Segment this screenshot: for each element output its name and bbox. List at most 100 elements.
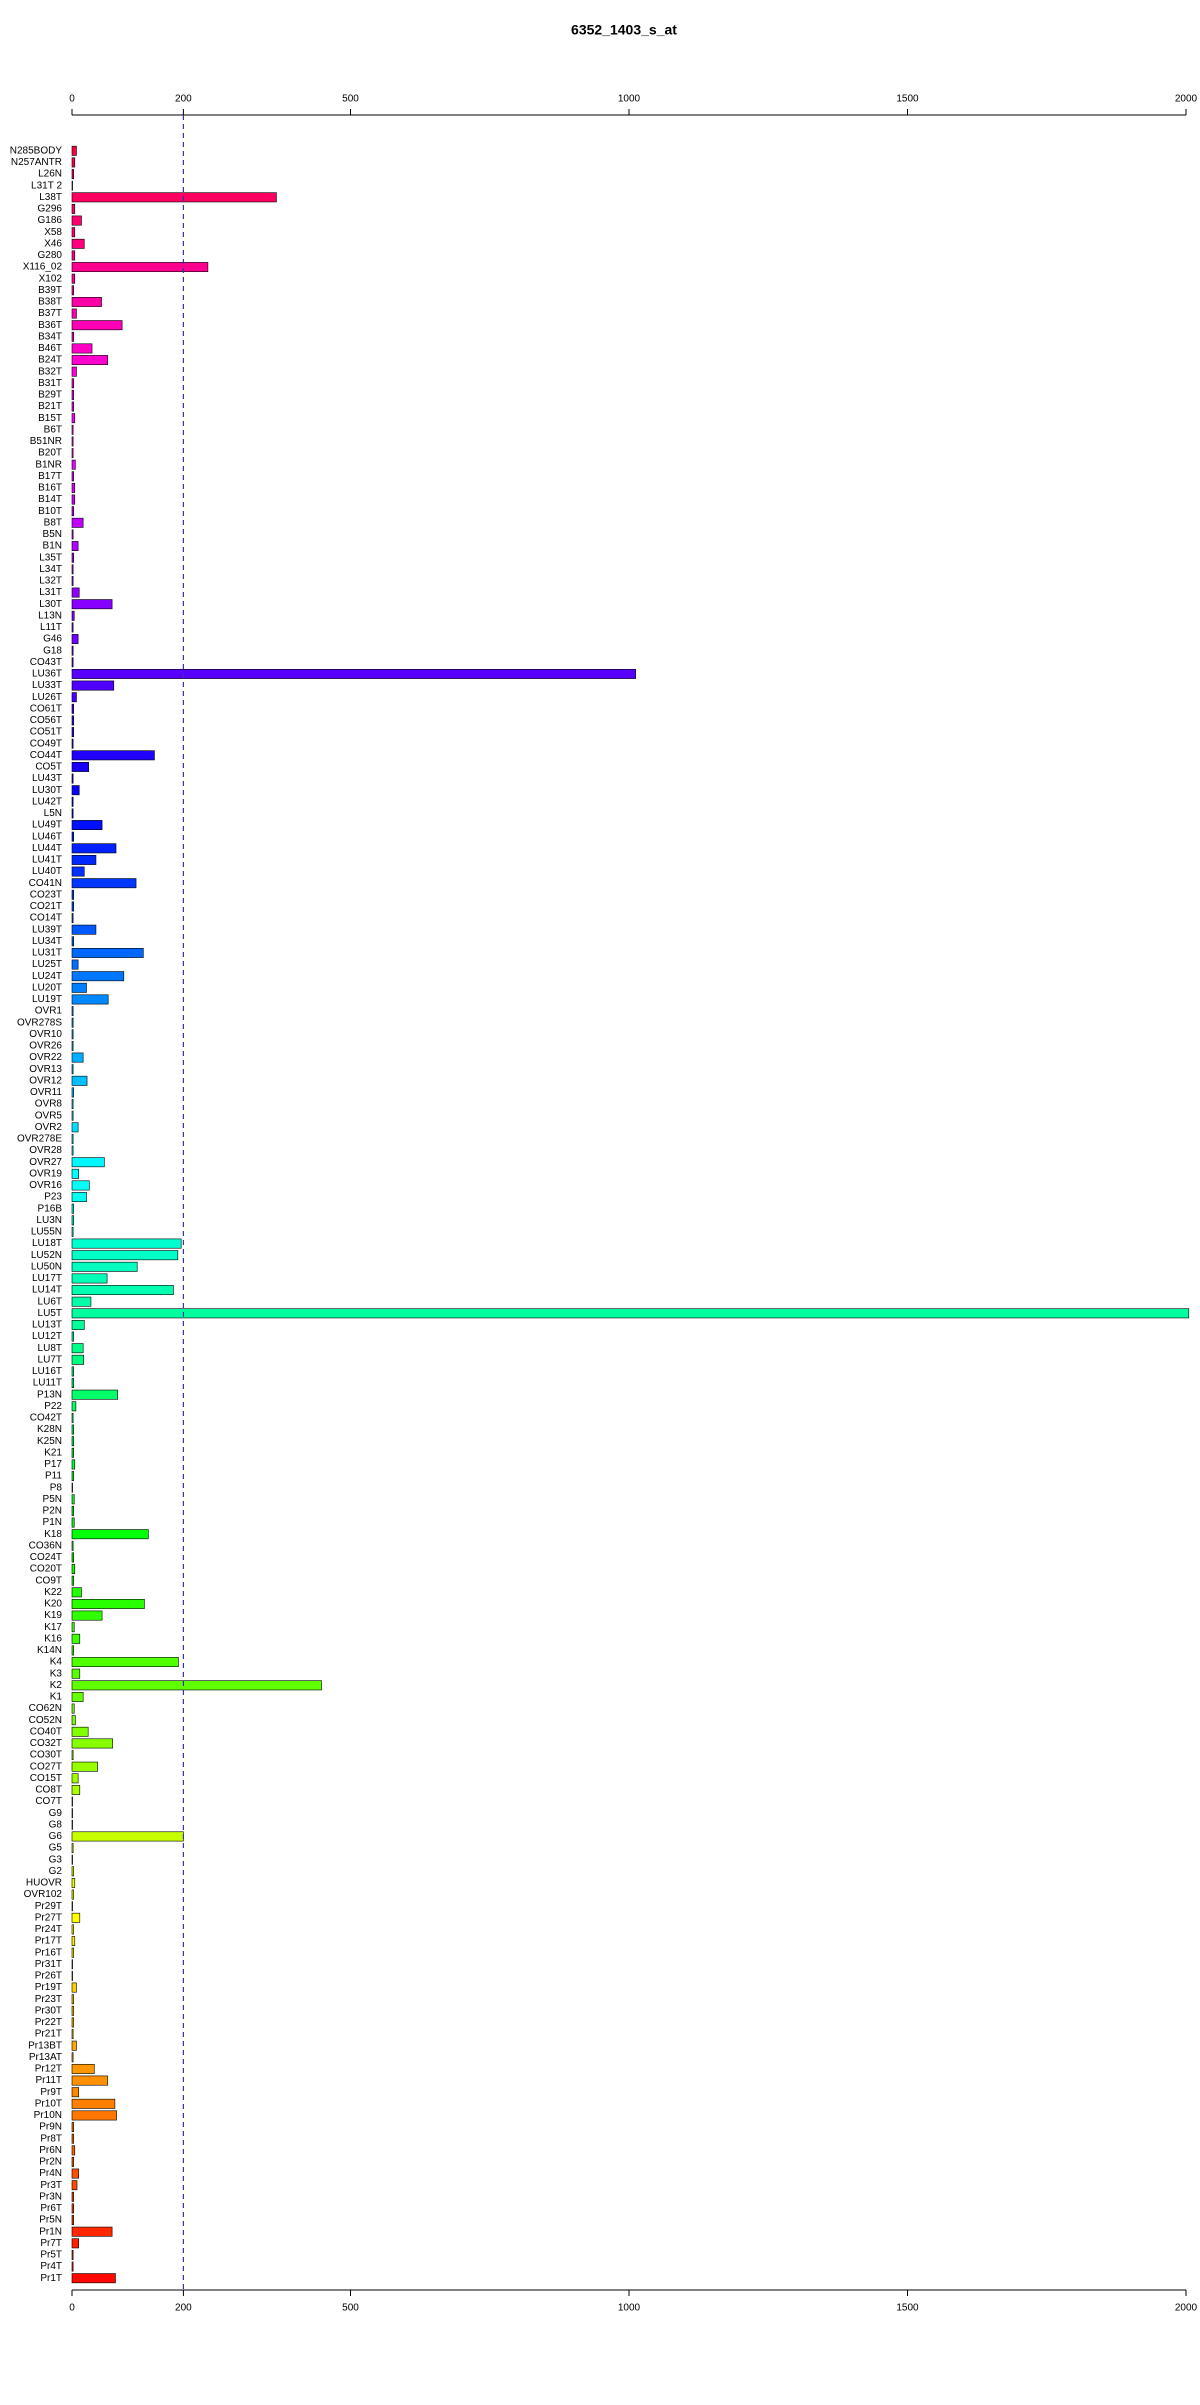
bar: [71, 1657, 179, 1668]
y-tick-label: OVR5: [35, 1110, 63, 1121]
y-tick-label: G2: [49, 1866, 63, 1877]
bar: [71, 1947, 74, 1958]
y-tick-label: LU52N: [31, 1250, 62, 1261]
y-tick-label: LU20T: [32, 982, 62, 993]
bar: [71, 2249, 74, 2260]
bar: [71, 703, 74, 714]
y-tick-label: B21T: [38, 401, 62, 412]
bar: [71, 2063, 95, 2074]
bar: [71, 1668, 81, 1679]
bar: [71, 1796, 73, 1807]
y-tick-label: B32T: [38, 366, 62, 377]
bar: [71, 1040, 74, 1051]
bar: [71, 1157, 105, 1168]
bar: [71, 1052, 84, 1063]
y-tick-label: B24T: [38, 355, 62, 366]
y-tick-label: LU14T: [32, 1285, 62, 1296]
x-tick-label: 1000: [618, 94, 641, 105]
bar: [71, 529, 74, 540]
bar: [71, 1680, 322, 1691]
bar: [71, 2017, 74, 2028]
y-tick-label: LU8T: [38, 1343, 62, 1354]
y-tick-label: B36T: [38, 320, 62, 331]
y-tick-label: Pr13AT: [29, 2052, 62, 2063]
bar: [71, 796, 74, 807]
bar: [71, 1145, 74, 1156]
y-tick-label: K17: [44, 1622, 62, 1633]
y-tick-label: K4: [50, 1657, 63, 1668]
y-tick-label: OVR102: [24, 1889, 63, 1900]
bar: [71, 1715, 76, 1726]
y-tick-label: LU19T: [32, 994, 62, 1005]
y-tick-label: B20T: [38, 448, 62, 459]
bar: [71, 1343, 84, 1354]
bar: [71, 2180, 78, 2191]
bar: [71, 831, 74, 842]
bar: [71, 1866, 74, 1877]
y-tick-label: OVR19: [29, 1168, 62, 1179]
y-tick-label: Pr6N: [39, 2145, 62, 2156]
y-tick-label: Pr1T: [40, 2273, 62, 2284]
bar: [71, 1540, 74, 1551]
y-tick-label: Pr13BT: [28, 2040, 62, 2051]
y-tick-label: LU44T: [32, 843, 62, 854]
bar: [71, 1843, 74, 1854]
y-tick-label: OVR16: [29, 1180, 62, 1191]
y-tick-label: LU26T: [32, 692, 62, 703]
bar: [71, 947, 144, 958]
y-tick-label: OVR278E: [17, 1134, 62, 1145]
bar: [71, 587, 80, 598]
bar: [71, 343, 93, 354]
bar: [71, 820, 103, 831]
y-tick-label: G280: [38, 250, 63, 261]
bar: [71, 389, 74, 400]
y-tick-label: LU6T: [38, 1296, 62, 1307]
bar: [71, 761, 90, 772]
bar: [71, 1436, 74, 1447]
bar: [71, 1691, 84, 1702]
bar: [71, 2273, 116, 2284]
y-tick-label: LU18T: [32, 1238, 62, 1249]
bar: [71, 203, 76, 214]
bar: [71, 1180, 90, 1191]
x-tick-label: 2000: [1175, 94, 1198, 105]
bar: [71, 1622, 75, 1633]
bar: [71, 1389, 118, 1400]
y-tick-label: X58: [44, 227, 62, 238]
y-tick-label: Pr27T: [35, 1912, 62, 1923]
y-tick-label: LU13T: [32, 1320, 62, 1331]
bar: [71, 506, 74, 517]
y-tick-label: Pr21T: [35, 2029, 62, 2040]
y-tick-label: Pr17T: [35, 1936, 62, 1947]
bar: [71, 715, 74, 726]
x-tick-label: 200: [175, 2303, 192, 2314]
y-tick-label: B14T: [38, 494, 62, 505]
y-tick-label: LU39T: [32, 924, 62, 935]
x-tick-label: 1000: [618, 2303, 641, 2314]
x-tick-label: 500: [342, 2303, 359, 2314]
bar: [71, 1203, 74, 1214]
bar: [71, 610, 75, 621]
y-tick-label: Pr11T: [36, 2075, 63, 2086]
bar: [71, 1982, 77, 1993]
y-tick-label: CO61T: [30, 703, 62, 714]
bar: [71, 599, 113, 610]
bar: [71, 2156, 74, 2167]
bar: [71, 2215, 74, 2226]
y-tick-label: K14N: [37, 1645, 62, 1656]
y-tick-label: B5N: [43, 529, 62, 540]
y-tick-label: Pr16T: [35, 1947, 62, 1958]
bar: [71, 1761, 98, 1772]
bar: [71, 1110, 74, 1121]
y-tick-label: CO40T: [30, 1726, 62, 1737]
y-tick-label: G18: [43, 645, 62, 656]
x-tick-label: 200: [175, 94, 192, 105]
y-tick-label: LU16T: [32, 1366, 62, 1377]
y-tick-label: Pr12T: [35, 2064, 62, 2075]
y-tick-label: LU24T: [32, 971, 62, 982]
y-tick-label: CO41N: [29, 878, 62, 889]
bar: [71, 366, 77, 377]
bar: [71, 634, 79, 645]
bar: [71, 727, 74, 738]
y-tick-label: CO43T: [30, 657, 62, 668]
